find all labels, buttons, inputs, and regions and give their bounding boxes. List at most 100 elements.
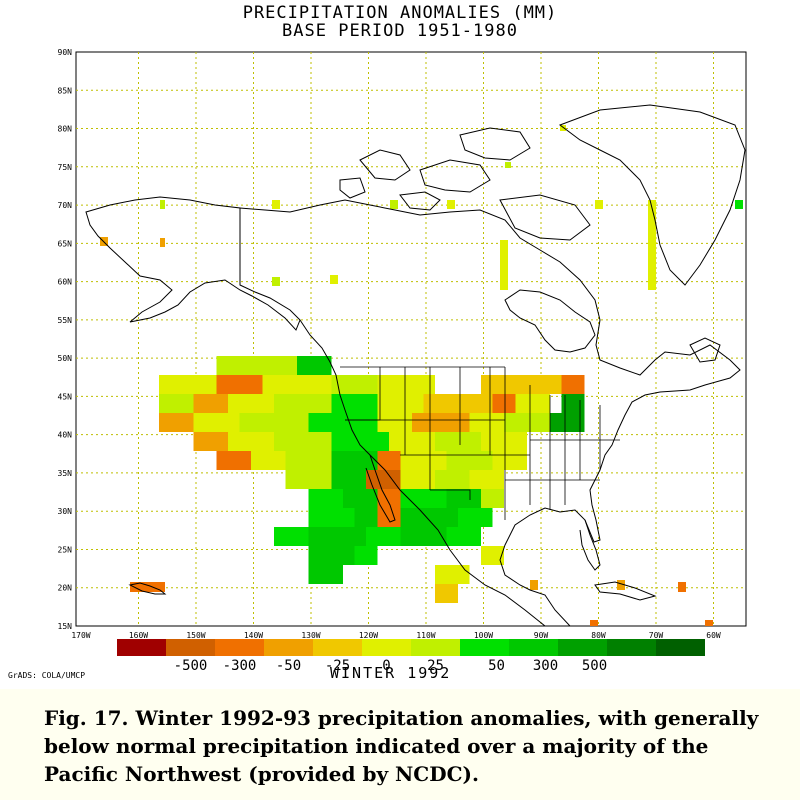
anomaly-cell [595,200,603,209]
anomaly-cell [423,394,493,413]
anomaly-cell [262,375,332,394]
anomaly-cell [308,565,343,584]
anomaly-cell [160,238,165,247]
anomaly-cell [412,413,470,432]
anomaly-cell [308,546,355,565]
anomaly-cell [400,489,447,508]
anomaly-cell [648,200,656,290]
lat-label: 45N [58,392,73,401]
lon-label: 80W [591,631,606,640]
lat-label: 65N [58,239,73,248]
precipitation-anomaly-map: 90N 85N 80N 75N 70N 65N 60N 55N 50N 45N 40N 35N 30N 2… [58,48,747,674]
anomaly-cell [530,580,538,590]
anomaly-cell [228,394,274,413]
legend-swatch [558,639,607,656]
lon-label: 70W [649,631,664,640]
lon-label: 130W [301,631,320,640]
legend-label: 50 [488,658,505,674]
anomaly-cell [331,451,378,470]
anomaly-cells [100,125,743,626]
legend-label: -500 [174,658,208,674]
anomaly-cell [505,162,511,168]
anomaly-cell [308,508,355,527]
lon-label: 100W [474,631,493,640]
anomaly-cell [678,582,686,592]
anomaly-cell [469,470,504,489]
anomaly-cell [446,489,481,508]
legend-label: 25 [427,658,444,674]
anomaly-cell [617,580,625,590]
anomaly-cell [274,527,309,546]
anomaly-cell [308,489,343,508]
anomaly-cell [481,432,527,451]
anomaly-cell [343,489,378,508]
anomaly-cell [130,582,165,592]
anomaly-cell [446,527,481,546]
anomaly-cell [447,200,455,209]
anomaly-cell [435,470,470,489]
anomaly-cell [435,584,458,603]
anomaly-cell [590,620,598,626]
anomaly-cell [458,508,493,527]
anomaly-cell [377,375,435,394]
latitude-labels: 90N 85N 80N 75N 70N 65N 60N 55N 50N 45N 40N 35N 30N 2… [58,48,73,631]
season-label: WINTER 1992 [330,664,452,682]
legend-label: 500 [582,658,607,674]
state-borders [340,366,620,520]
legend-swatch [362,639,411,656]
legend-label: -50 [276,658,301,674]
legend-swatch [215,639,264,656]
anomaly-cell [330,275,338,284]
legend-label: 300 [533,658,558,674]
lon-label: 120W [359,631,378,640]
anomaly-cell [331,432,389,451]
lon-label: 140W [244,631,263,640]
anomaly-cell [354,508,378,527]
legend-swatch [509,639,558,656]
anomaly-cell [193,413,240,432]
legend-swatch [117,639,166,656]
legend-label: -300 [223,658,257,674]
legend-swatch [607,639,656,656]
anomaly-cell [331,470,366,489]
anomaly-cell [500,240,508,290]
legend-label: -25 [325,658,350,674]
lon-label: 150W [186,631,205,640]
lat-label: 50N [58,354,73,363]
anomaly-cell [377,508,401,527]
anomaly-cell [435,565,470,584]
lat-label: 60N [58,278,73,287]
anomaly-cell [561,375,585,394]
legend-swatch [656,639,705,656]
lat-label: 25N [58,545,73,554]
anomaly-cell [561,394,585,413]
lat-label: 90N [58,48,73,57]
anomaly-cell [492,394,516,413]
anomaly-cell [331,394,378,413]
caption-box [0,689,800,800]
lat-label: 70N [58,201,73,210]
lat-label: 35N [58,469,73,478]
anomaly-cell [272,277,280,286]
anomaly-cell [492,451,527,470]
lat-label: 20N [58,584,73,593]
lon-label: 160W [129,631,148,640]
anomaly-cell [390,200,398,209]
anomaly-cell [251,451,286,470]
lat-label: 85N [58,86,73,95]
lat-label: 75N [58,163,73,172]
figure-caption: Fig. 17. Winter 1992-93 precipitation an… [44,706,759,786]
anomaly-cell [389,432,435,451]
anomaly-cell [216,451,251,470]
lat-label: 40N [58,431,73,440]
anomaly-cell [400,451,447,470]
anomaly-cell [285,470,332,489]
anomaly-cell [481,546,504,565]
anomaly-cell [560,125,566,131]
anomaly-cell [228,432,274,451]
color-legend: -500 -300 -50 -25 0 25 50 300 500 [117,639,705,674]
anomaly-cell [446,451,493,470]
anomaly-cell [285,451,332,470]
anomaly-cell [160,200,165,209]
lat-label: 30N [58,507,73,516]
